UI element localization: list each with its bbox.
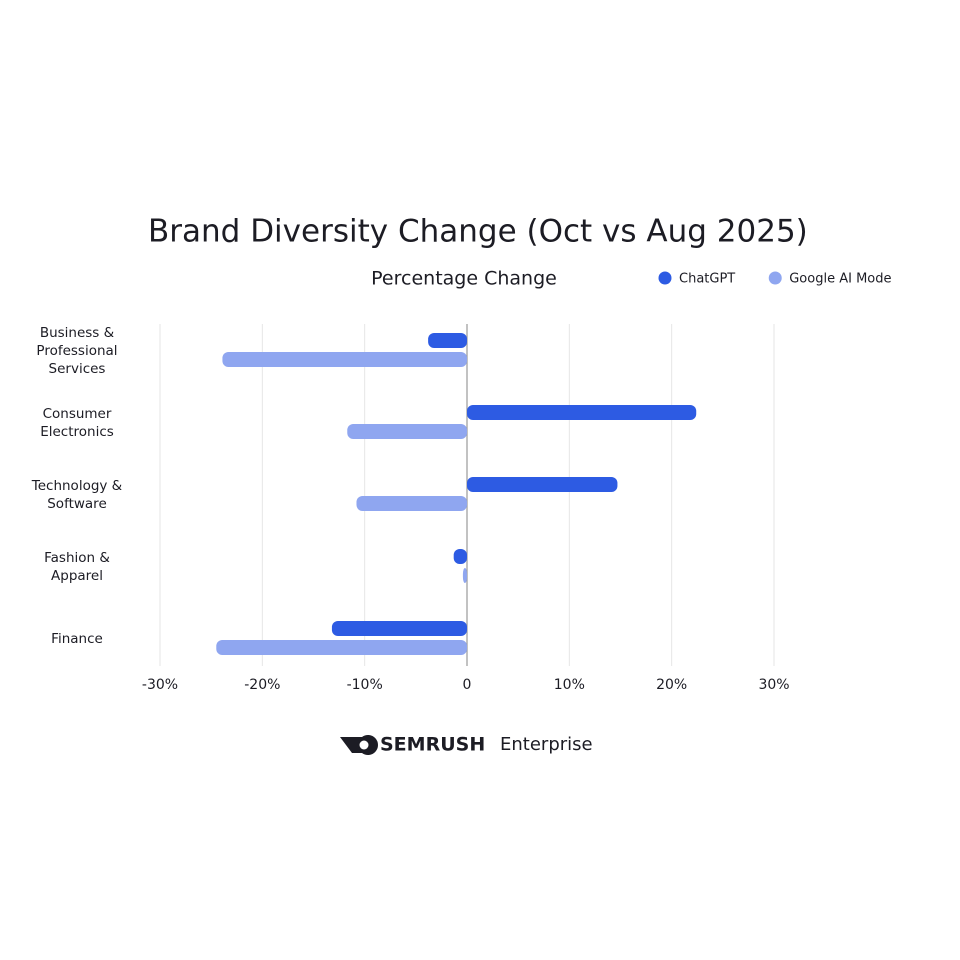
bar bbox=[428, 333, 467, 348]
logo-subtext: Enterprise bbox=[500, 734, 593, 755]
logo-icon bbox=[340, 735, 378, 756]
bar bbox=[216, 640, 467, 655]
x-tick-label: -20% bbox=[244, 677, 280, 693]
y-tick-label: Consumer Electronics bbox=[40, 406, 114, 440]
legend-label: Google AI Mode bbox=[789, 272, 891, 287]
y-tick-label: Fashion & Apparel bbox=[44, 550, 110, 584]
logo: SEMRUSH Enterprise bbox=[340, 734, 593, 756]
bar bbox=[467, 405, 697, 420]
bar bbox=[356, 496, 467, 511]
bar bbox=[467, 477, 618, 492]
bar bbox=[222, 352, 467, 367]
bar bbox=[453, 549, 467, 564]
x-tick-label: 10% bbox=[554, 677, 585, 693]
x-tick-label: 30% bbox=[758, 677, 789, 693]
y-tick-label: Technology & Software bbox=[31, 478, 123, 512]
logo-icon-eye bbox=[359, 740, 369, 750]
bar bbox=[347, 424, 467, 439]
x-tick-label: 20% bbox=[656, 677, 687, 693]
bar bbox=[331, 621, 467, 636]
legend-label: ChatGPT bbox=[679, 272, 735, 287]
x-tick-label: -30% bbox=[142, 677, 178, 693]
axis-label: Percentage Change bbox=[371, 268, 557, 290]
bar bbox=[462, 568, 467, 583]
logo-text: SEMRUSH bbox=[380, 734, 485, 756]
x-tick-label: 0 bbox=[463, 677, 472, 693]
y-tick-label: Business & Professional Services bbox=[36, 325, 118, 377]
legend-marker bbox=[768, 271, 782, 285]
chart-title: Brand Diversity Change (Oct vs Aug 2025) bbox=[148, 214, 808, 250]
x-tick-label: -10% bbox=[347, 677, 383, 693]
legend-marker bbox=[658, 271, 672, 285]
y-tick-label: Finance bbox=[51, 631, 103, 647]
